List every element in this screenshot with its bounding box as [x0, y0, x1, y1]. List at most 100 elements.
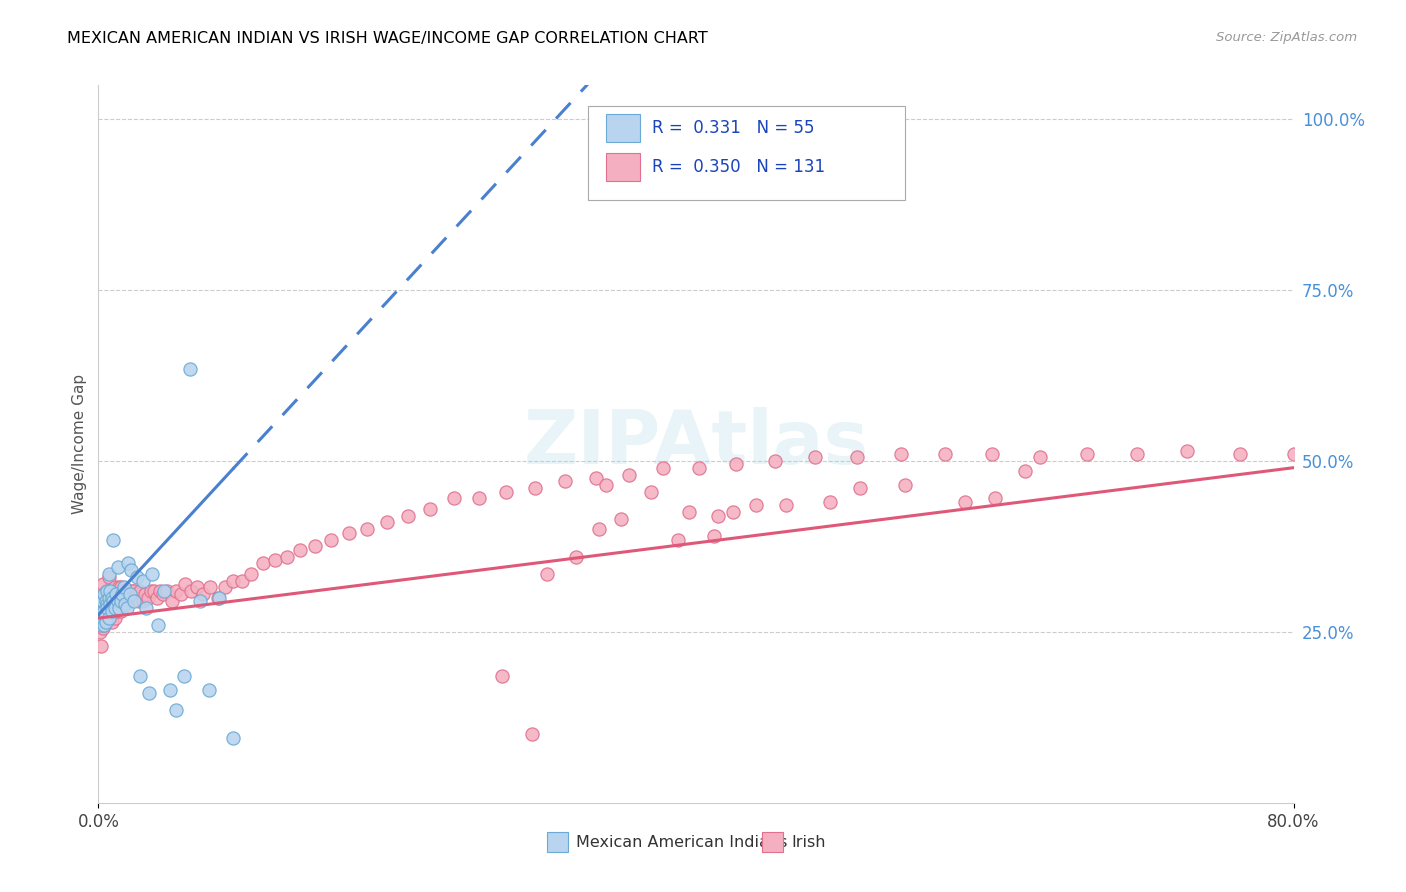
Point [93, 618, 115, 632]
Point [148, 618, 170, 632]
Point [129, 669, 152, 683]
Point [112, 594, 135, 608]
Point [191, 587, 214, 601]
Text: Source: ZipAtlas.com: Source: ZipAtlas.com [1216, 31, 1357, 45]
Point [159, 683, 181, 698]
Point [419, 501, 441, 516]
Point [134, 587, 156, 601]
Point [114, 598, 136, 612]
Text: Irish: Irish [792, 835, 827, 850]
Point [745, 498, 768, 512]
Point [1014, 464, 1036, 478]
Point [585, 471, 607, 485]
Point [468, 491, 491, 506]
Point [132, 574, 155, 588]
Point [115, 594, 138, 608]
Point [666, 533, 689, 547]
Point [104, 611, 127, 625]
Point [1282, 447, 1305, 461]
Point [588, 522, 610, 536]
Point [115, 587, 138, 601]
Point [617, 467, 640, 482]
Point [595, 478, 617, 492]
Point [120, 563, 142, 577]
FancyBboxPatch shape [762, 832, 783, 853]
Point [890, 447, 912, 461]
Point [128, 594, 150, 608]
Point [118, 583, 141, 598]
Point [610, 512, 633, 526]
Point [108, 581, 131, 595]
Point [1125, 447, 1147, 461]
Point [96, 598, 118, 612]
Point [1229, 447, 1251, 461]
Point [120, 591, 142, 605]
Point [91, 604, 114, 618]
Point [160, 594, 183, 608]
Point [132, 594, 155, 608]
Point [104, 601, 127, 615]
Point [94, 594, 117, 608]
Point [153, 583, 176, 598]
Point [222, 731, 245, 745]
Point [89, 598, 111, 612]
Point [1076, 447, 1098, 461]
Point [94, 607, 117, 622]
Point [491, 669, 513, 683]
Point [565, 549, 588, 564]
FancyBboxPatch shape [547, 832, 568, 853]
Point [127, 587, 149, 601]
Point [97, 611, 120, 625]
Point [723, 505, 745, 519]
Point [107, 587, 129, 601]
Point [149, 583, 172, 598]
Point [98, 587, 122, 601]
Point [124, 594, 146, 608]
Point [141, 566, 163, 581]
Point [90, 601, 112, 615]
Point [89, 624, 111, 639]
Point [173, 669, 195, 683]
Point [707, 508, 730, 523]
Point [101, 615, 124, 629]
Point [214, 581, 236, 595]
Point [934, 447, 956, 461]
Point [97, 611, 120, 625]
Point [104, 581, 127, 595]
Point [108, 601, 131, 615]
Text: Mexican American Indians: Mexican American Indians [576, 835, 787, 850]
Point [129, 583, 152, 598]
Point [135, 601, 157, 615]
Point [94, 615, 117, 629]
Point [846, 450, 869, 465]
Point [222, 574, 245, 588]
Point [849, 481, 872, 495]
Point [111, 587, 134, 601]
Point [96, 583, 118, 598]
Point [894, 478, 917, 492]
Point [93, 618, 115, 632]
Point [276, 549, 298, 564]
Point [94, 615, 117, 629]
Point [96, 594, 118, 608]
Point [103, 594, 125, 608]
Point [121, 583, 143, 598]
FancyBboxPatch shape [589, 106, 905, 200]
Point [91, 615, 114, 629]
Point [107, 604, 129, 618]
Point [165, 583, 187, 598]
Point [208, 591, 231, 605]
Point [763, 454, 786, 468]
Point [953, 495, 976, 509]
Point [1177, 443, 1199, 458]
Point [980, 447, 1002, 461]
Point [200, 581, 222, 595]
Point [703, 529, 725, 543]
Point [725, 457, 748, 471]
Point [90, 618, 112, 632]
Point [520, 727, 543, 741]
Point [156, 583, 179, 598]
Point [186, 581, 208, 595]
Point [89, 611, 111, 625]
Point [152, 587, 174, 601]
